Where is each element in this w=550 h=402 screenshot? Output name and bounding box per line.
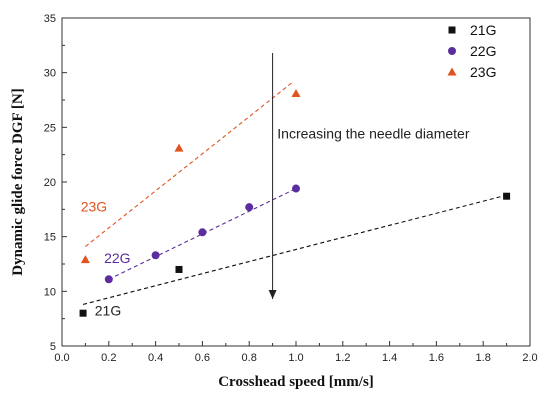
- series-annotations: 21G 22G 23G: [81, 199, 131, 319]
- y-axis-title: Dynamic glide force DGF [N]: [10, 88, 26, 275]
- legend-label: 21G: [470, 22, 496, 38]
- x-tick-label: 1.0: [288, 352, 303, 364]
- x-axis-title: Crosshead speed [mm/s]: [218, 374, 374, 390]
- legend-label: 22G: [470, 43, 496, 59]
- y-tick-label: 5: [50, 341, 56, 353]
- point-21G: [503, 192, 511, 200]
- x-tick-label: 2.0: [522, 352, 537, 364]
- point-22G: [245, 203, 254, 212]
- y-axis-title-group: Dynamic glide force DGF [N]: [10, 88, 26, 275]
- point-22G: [292, 184, 300, 193]
- y-tick-label: 15: [44, 232, 56, 244]
- y-tick-label: 30: [44, 68, 56, 80]
- x-tick-label: 1.6: [429, 352, 444, 364]
- series-annotation: 21G: [95, 302, 121, 318]
- point-22G: [198, 228, 207, 237]
- y-tick-label: 10: [44, 286, 56, 298]
- legend-marker-23G: [447, 67, 457, 76]
- trend-lines: [82, 80, 507, 305]
- point-21G: [175, 265, 183, 273]
- x-tick-label: 0.8: [242, 352, 257, 364]
- legend-label: 23G: [470, 64, 496, 80]
- arrow-label: Increasing the needle diameter: [277, 125, 470, 141]
- y-tick-label: 20: [44, 177, 56, 189]
- x-tick-label: 0.6: [195, 352, 210, 364]
- point-23G: [174, 143, 184, 152]
- y-axis-ticks: 5 10 15 20 25 30 35: [44, 13, 67, 353]
- data-points: [79, 88, 511, 317]
- plot-frame: [61, 17, 531, 347]
- diameter-arrow: Increasing the needle diameter: [268, 52, 470, 299]
- legend: 21G 22G 23G: [447, 22, 496, 80]
- point-23G: [291, 88, 301, 97]
- series-annotation: 23G: [81, 199, 107, 215]
- legend-marker-22G: [448, 47, 456, 55]
- trend-line-21G: [82, 194, 507, 305]
- x-axis-title-group: Crosshead speed [mm/s]: [218, 374, 374, 390]
- legend-marker-21G: [448, 26, 456, 34]
- x-tick-label: 1.2: [335, 352, 350, 364]
- x-tick-label: 1.8: [476, 352, 491, 364]
- series-annotation: 22G: [104, 250, 130, 266]
- point-21G: [79, 309, 87, 317]
- point-23G: [80, 255, 90, 264]
- x-tick-label: 0.2: [101, 352, 116, 364]
- x-tick-label: 1.4: [382, 352, 397, 364]
- y-tick-label: 35: [44, 13, 56, 25]
- y-tick-label: 25: [44, 122, 56, 134]
- x-tick-label: 0.0: [54, 352, 69, 364]
- point-22G: [151, 251, 160, 260]
- point-22G: [104, 275, 113, 284]
- trend-line-23G: [85, 80, 295, 247]
- x-tick-label: 0.4: [148, 352, 163, 364]
- x-axis-ticks: 0.0 0.2 0.4 0.6 0.8 1.0 1.2 1.4 1.6 1.8 2.0: [54, 341, 538, 364]
- plot-area: [61, 17, 531, 347]
